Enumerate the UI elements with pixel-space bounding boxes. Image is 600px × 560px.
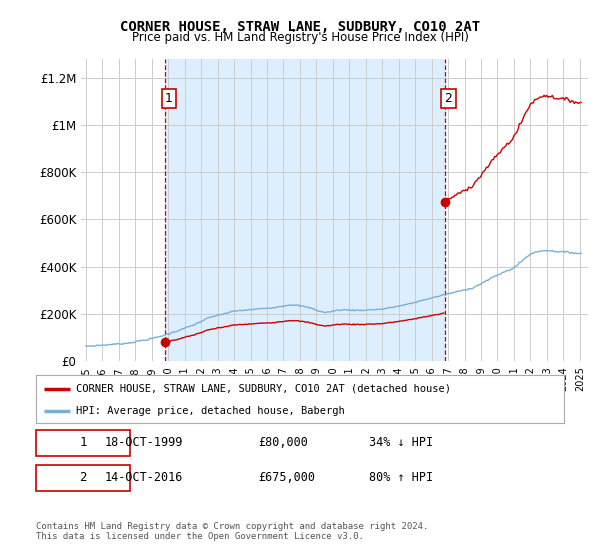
Text: £80,000: £80,000 <box>258 436 308 449</box>
FancyBboxPatch shape <box>36 465 130 491</box>
Text: 1: 1 <box>79 436 86 449</box>
Text: Price paid vs. HM Land Registry's House Price Index (HPI): Price paid vs. HM Land Registry's House … <box>131 31 469 44</box>
FancyBboxPatch shape <box>36 430 130 456</box>
Text: CORNER HOUSE, STRAW LANE, SUDBURY, CO10 2AT: CORNER HOUSE, STRAW LANE, SUDBURY, CO10 … <box>120 20 480 34</box>
Text: Contains HM Land Registry data © Crown copyright and database right 2024.
This d: Contains HM Land Registry data © Crown c… <box>36 522 428 542</box>
Text: 18-OCT-1999: 18-OCT-1999 <box>104 436 183 449</box>
Text: 2: 2 <box>445 92 452 105</box>
Text: £675,000: £675,000 <box>258 471 315 484</box>
Text: 2: 2 <box>79 472 86 484</box>
Text: 34% ↓ HPI: 34% ↓ HPI <box>368 436 433 449</box>
Text: 1: 1 <box>165 92 173 105</box>
Text: CORNER HOUSE, STRAW LANE, SUDBURY, CO10 2AT (detached house): CORNER HOUSE, STRAW LANE, SUDBURY, CO10 … <box>76 384 451 394</box>
Bar <box>165 59 445 361</box>
Text: 14-OCT-2016: 14-OCT-2016 <box>104 471 183 484</box>
Text: HPI: Average price, detached house, Babergh: HPI: Average price, detached house, Babe… <box>76 406 344 416</box>
Text: 80% ↑ HPI: 80% ↑ HPI <box>368 471 433 484</box>
